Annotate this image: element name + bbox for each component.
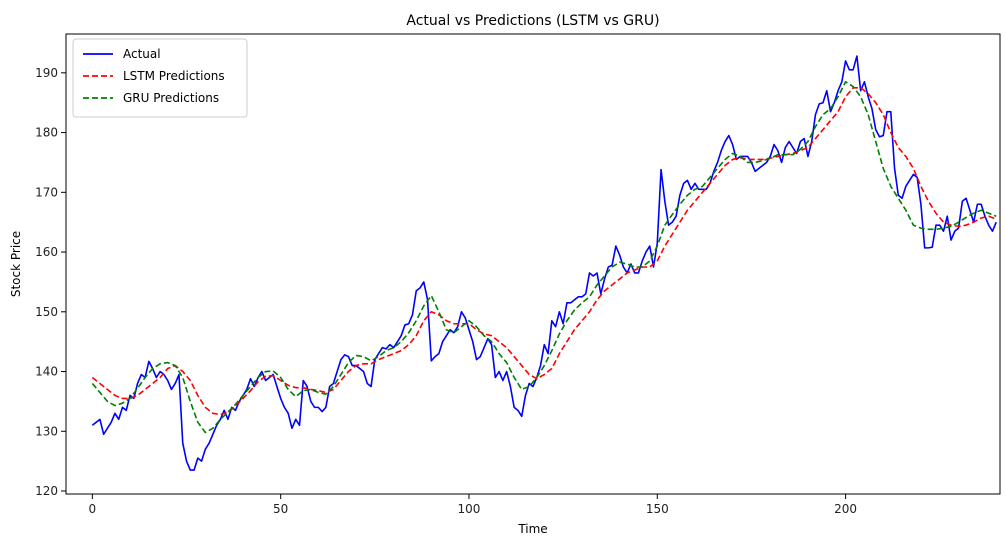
series-line-lstm-predictions: [91, 86, 997, 416]
legend-label: GRU Predictions: [123, 91, 219, 105]
legend-box: [72, 38, 248, 118]
y-axis-label: Stock Price: [9, 231, 23, 297]
y-tick-label: 150: [35, 305, 58, 319]
x-tick-label: 150: [646, 502, 669, 516]
x-tick-label: 200: [834, 502, 857, 516]
plot-frame: [65, 33, 1001, 495]
x-axis-label: Time: [517, 522, 547, 536]
y-tick-label: 190: [35, 66, 58, 80]
series-line-actual: [91, 55, 997, 471]
series-group: [91, 55, 997, 471]
y-tick-label: 140: [35, 365, 58, 379]
y-tick-label: 120: [35, 484, 58, 498]
chart-title: Actual vs Predictions (LSTM vs GRU): [406, 13, 659, 29]
series-line-gru-predictions: [91, 80, 997, 434]
x-tick-label: 50: [273, 502, 288, 516]
x-axis: 0 50 100 150 200: [89, 494, 857, 516]
y-axis: 120 130 140 150 160 170 180 190: [35, 66, 66, 498]
x-tick-label: 100: [458, 502, 481, 516]
y-tick-label: 130: [35, 424, 58, 438]
legend-label: Actual: [123, 47, 161, 61]
y-tick-label: 160: [35, 245, 58, 259]
legend-label: LSTM Predictions: [123, 69, 225, 83]
y-tick-label: 180: [35, 126, 58, 140]
x-tick-label: 0: [89, 502, 97, 516]
y-tick-label: 170: [35, 185, 58, 199]
legend: Actual LSTM Predictions GRU Predictions: [72, 38, 248, 118]
